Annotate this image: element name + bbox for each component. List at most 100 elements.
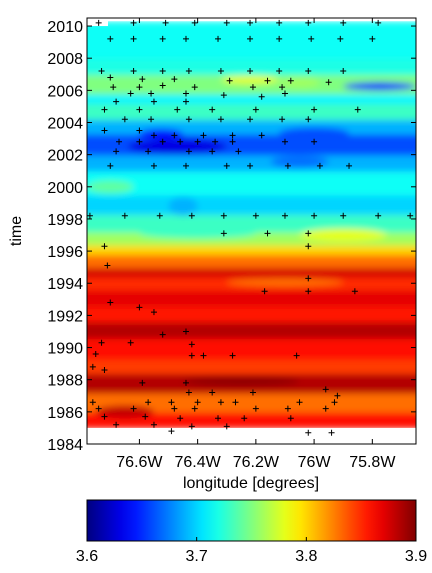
sample-point-marker bbox=[305, 230, 312, 237]
y-tick-label: 1992 bbox=[47, 308, 83, 325]
sample-point-marker bbox=[287, 77, 294, 84]
sample-point-marker bbox=[351, 288, 358, 295]
heat-blob bbox=[168, 196, 198, 216]
sample-point-marker bbox=[337, 35, 344, 42]
sample-point-marker bbox=[305, 68, 312, 75]
heat-blob bbox=[127, 138, 227, 155]
sample-point-marker bbox=[305, 243, 312, 250]
sample-point-marker bbox=[182, 90, 189, 97]
sample-point-marker bbox=[305, 429, 312, 436]
sample-point-marker bbox=[188, 352, 195, 359]
y-tick-label: 1984 bbox=[47, 437, 83, 454]
sample-point-marker bbox=[284, 162, 291, 169]
sample-point-marker bbox=[148, 116, 155, 123]
y-axis-ticks: 1984 1986 1988 1990 1992 1994 1996 1998 2000 2002… bbox=[47, 19, 416, 454]
sample-point-marker bbox=[182, 162, 189, 169]
sample-point-marker bbox=[217, 68, 224, 75]
x-tick-label: 76.2W bbox=[233, 454, 280, 471]
sample-point-marker bbox=[98, 339, 105, 346]
sample-point-marker bbox=[139, 379, 146, 386]
sample-point-marker bbox=[182, 98, 189, 105]
sample-point-marker bbox=[145, 148, 152, 155]
heat-blob bbox=[139, 228, 256, 239]
sample-point-marker bbox=[177, 415, 184, 422]
heat-band bbox=[87, 358, 416, 375]
heat-band bbox=[87, 254, 416, 268]
colorbar: 3.6 3.7 3.8 3.9 bbox=[76, 499, 427, 565]
sample-point-marker bbox=[136, 304, 143, 311]
sample-point-marker bbox=[316, 162, 323, 169]
y-tick-label: 1994 bbox=[47, 276, 83, 293]
heatmap-field bbox=[87, 18, 416, 444]
heat-band bbox=[87, 244, 416, 256]
heat-blob bbox=[220, 75, 280, 84]
sample-point-marker bbox=[127, 339, 134, 346]
sample-point-marker bbox=[311, 212, 318, 219]
sample-point-marker bbox=[159, 68, 166, 75]
sample-point-marker bbox=[136, 127, 143, 134]
y-tick-label: 2000 bbox=[47, 180, 83, 197]
sample-point-marker bbox=[107, 162, 114, 169]
sample-point-marker bbox=[328, 429, 335, 436]
sample-point-marker bbox=[287, 415, 294, 422]
sample-point-marker bbox=[279, 116, 286, 123]
sample-point-marker bbox=[232, 399, 239, 406]
sample-point-marker bbox=[220, 230, 227, 237]
heat-blob bbox=[299, 228, 387, 242]
heat-band bbox=[87, 93, 416, 104]
sample-point-marker bbox=[276, 68, 283, 75]
sample-point-marker bbox=[209, 106, 216, 113]
heat-band bbox=[87, 337, 416, 360]
colorbar-ticks: 3.6 3.7 3.8 3.9 bbox=[76, 537, 427, 565]
sample-point-marker bbox=[258, 93, 265, 100]
sample-point-marker bbox=[252, 106, 259, 113]
sample-point-marker bbox=[247, 116, 254, 123]
sample-point-marker bbox=[293, 352, 300, 359]
heat-band bbox=[87, 119, 416, 135]
sample-point-marker bbox=[182, 35, 189, 42]
sample-point-marker bbox=[116, 138, 123, 145]
sample-point-marker bbox=[188, 423, 195, 430]
sample-point-marker bbox=[98, 68, 105, 75]
sample-point-marker bbox=[375, 19, 382, 26]
x-tick-label: 76W bbox=[298, 454, 332, 471]
sample-point-marker bbox=[331, 399, 338, 406]
sample-point-marker bbox=[340, 212, 347, 219]
sample-point-marker bbox=[148, 90, 155, 97]
sample-point-marker bbox=[145, 399, 152, 406]
sample-point-marker bbox=[281, 212, 288, 219]
sample-point-marker bbox=[264, 230, 271, 237]
sample-point-marker bbox=[305, 275, 312, 282]
sample-point-marker bbox=[281, 90, 288, 97]
no-data-region bbox=[87, 18, 108, 27]
x-axis-label: longitude [degrees] bbox=[183, 475, 319, 492]
sample-point-marker bbox=[247, 162, 254, 169]
sample-point-marker bbox=[215, 415, 222, 422]
sample-points bbox=[87, 19, 414, 436]
sample-point-marker bbox=[136, 138, 143, 145]
sample-point-marker bbox=[220, 92, 227, 99]
y-tick-label: 1986 bbox=[47, 405, 83, 422]
sample-point-marker bbox=[121, 116, 128, 123]
sample-point-marker bbox=[346, 162, 353, 169]
sample-point-marker bbox=[194, 138, 201, 145]
heat-band bbox=[87, 411, 416, 429]
heat-band bbox=[87, 21, 416, 59]
sample-point-marker bbox=[101, 106, 108, 113]
sample-point-marker bbox=[279, 84, 286, 91]
sample-point-marker bbox=[308, 35, 315, 42]
colorbar-gradient bbox=[87, 500, 416, 541]
y-tick-label: 1988 bbox=[47, 373, 83, 390]
sample-point-marker bbox=[156, 212, 163, 219]
sample-point-marker bbox=[305, 19, 312, 26]
sample-point-marker bbox=[296, 399, 303, 406]
y-tick-label: 2002 bbox=[47, 148, 83, 165]
sample-point-marker bbox=[188, 212, 195, 219]
sample-point-marker bbox=[281, 138, 288, 145]
sample-point-marker bbox=[150, 132, 157, 139]
sample-point-marker bbox=[92, 350, 99, 357]
heat-blob bbox=[343, 82, 416, 91]
x-tick-label: 76.6W bbox=[116, 454, 163, 471]
sample-point-marker bbox=[311, 138, 318, 145]
